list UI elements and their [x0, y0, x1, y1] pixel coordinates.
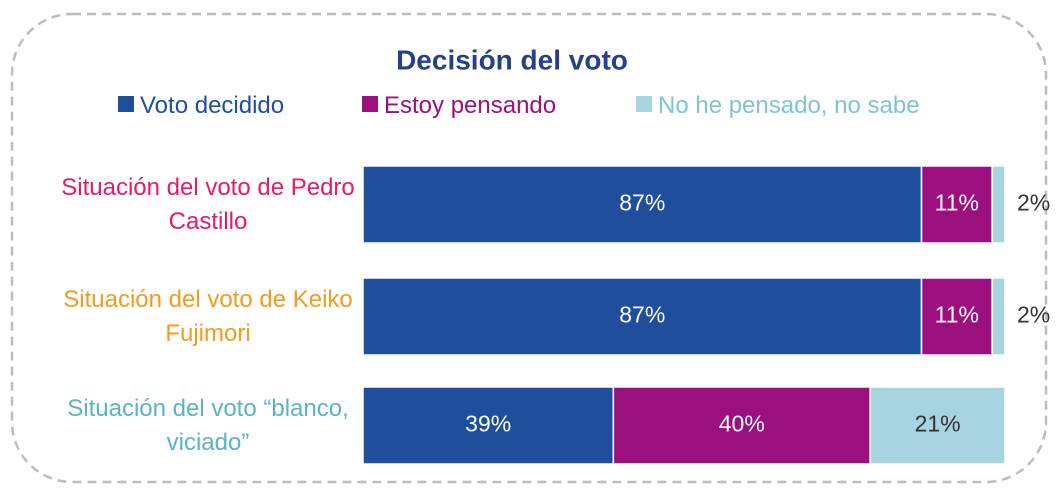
legend-item: No he pensado, no sabe	[636, 92, 920, 120]
bar-segment	[920, 277, 993, 356]
category-label: Situación del voto de Pedro Castillo	[61, 173, 355, 235]
value-label: 2%	[1017, 190, 1050, 216]
legend-item: Voto decidido	[118, 92, 284, 120]
bar-segment	[991, 277, 1006, 356]
bar-segment	[869, 386, 1006, 465]
bar-segment	[362, 386, 615, 465]
legend-label: No he pensado, no sabe	[658, 92, 920, 119]
value-label: 40%	[719, 411, 765, 437]
value-label: 11%	[935, 302, 979, 328]
value-label: 87%	[619, 190, 665, 216]
legend-swatch	[636, 96, 652, 112]
bar-segment	[362, 165, 923, 244]
legend-item: Estoy pensando	[362, 92, 556, 120]
legend-label: Voto decidido	[140, 92, 285, 119]
value-label: 11%	[935, 190, 979, 216]
value-label: 87%	[619, 302, 665, 328]
value-label: 21%	[915, 411, 961, 437]
legend-swatch	[362, 96, 378, 112]
frame	[10, 12, 1048, 484]
bar-segment	[991, 165, 1006, 244]
chart-title: Decisión del voto	[396, 44, 628, 75]
value-label: 39%	[465, 411, 511, 437]
bar-segment	[920, 165, 993, 244]
category-label: Situación del voto “blanco, viciado”	[67, 394, 349, 456]
value-label: 2%	[1017, 302, 1050, 328]
bar-segment	[362, 277, 923, 356]
legend-swatch	[118, 96, 134, 112]
legend-label: Estoy pensando	[384, 92, 557, 119]
category-label: Situación del voto de Keiko Fujimori	[63, 285, 353, 347]
